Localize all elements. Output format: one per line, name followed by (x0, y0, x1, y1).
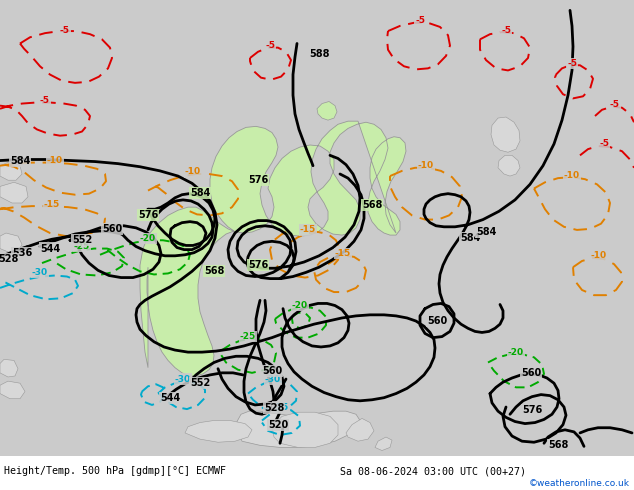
Polygon shape (272, 412, 338, 447)
Text: 560: 560 (102, 224, 122, 234)
Text: -10: -10 (418, 161, 434, 170)
Polygon shape (498, 155, 520, 176)
Text: 568: 568 (362, 200, 382, 210)
Text: 544: 544 (40, 244, 60, 253)
Text: -15: -15 (44, 199, 60, 209)
Text: Height/Temp. 500 hPa [gdmp][°C] ECMWF: Height/Temp. 500 hPa [gdmp][°C] ECMWF (4, 466, 226, 476)
Text: -5: -5 (599, 140, 609, 148)
Text: 576: 576 (522, 405, 542, 415)
Text: 560: 560 (521, 368, 541, 378)
Text: 576: 576 (248, 175, 268, 185)
Text: -20: -20 (508, 347, 524, 357)
Text: -30: -30 (175, 374, 191, 384)
Text: -10: -10 (591, 251, 607, 260)
Polygon shape (375, 437, 392, 450)
Text: 560: 560 (262, 366, 282, 376)
Text: 584: 584 (476, 227, 496, 237)
Polygon shape (140, 121, 406, 376)
Text: -30: -30 (265, 374, 281, 384)
Text: -25: -25 (240, 332, 256, 341)
Text: -5: -5 (610, 100, 620, 109)
Text: -20: -20 (292, 301, 308, 310)
Polygon shape (0, 233, 22, 253)
Text: 584: 584 (190, 188, 210, 197)
Polygon shape (491, 117, 520, 152)
Text: 536: 536 (12, 248, 32, 258)
Text: 528: 528 (0, 254, 18, 264)
Polygon shape (0, 182, 28, 203)
Text: -30: -30 (32, 268, 48, 277)
Text: 528: 528 (264, 403, 284, 413)
Text: 552: 552 (190, 378, 210, 388)
Text: -15: -15 (300, 225, 316, 234)
Text: -5: -5 (415, 16, 425, 25)
Text: -5: -5 (501, 25, 511, 34)
Text: 576: 576 (248, 260, 268, 270)
Text: 584: 584 (460, 233, 480, 243)
Polygon shape (237, 411, 360, 447)
Text: -10: -10 (47, 156, 63, 165)
Text: 576: 576 (138, 210, 158, 221)
Text: 588: 588 (310, 49, 330, 59)
Text: -10: -10 (564, 171, 580, 179)
Text: -15: -15 (335, 249, 351, 258)
Polygon shape (185, 420, 252, 442)
Polygon shape (0, 381, 25, 399)
Text: ©weatheronline.co.uk: ©weatheronline.co.uk (529, 479, 630, 488)
Text: -35: -35 (273, 402, 289, 412)
Text: -5: -5 (265, 41, 275, 50)
Text: 568: 568 (204, 267, 224, 276)
Text: 520: 520 (268, 419, 288, 430)
Text: -25: -25 (74, 242, 90, 251)
Text: 568: 568 (548, 441, 568, 450)
Text: 544: 544 (160, 392, 180, 403)
Polygon shape (0, 359, 18, 377)
Text: 584: 584 (10, 155, 30, 166)
Text: -20: -20 (140, 234, 156, 243)
Text: 552: 552 (72, 235, 92, 245)
Polygon shape (346, 418, 374, 441)
Text: 560: 560 (427, 316, 447, 326)
Text: Sa 08-06-2024 03:00 UTC (00+27): Sa 08-06-2024 03:00 UTC (00+27) (340, 466, 526, 476)
Text: -10: -10 (185, 168, 201, 176)
Text: -5: -5 (60, 25, 70, 34)
Text: -5: -5 (567, 59, 577, 68)
Polygon shape (317, 101, 337, 120)
Text: -5: -5 (40, 96, 50, 105)
Polygon shape (0, 162, 22, 180)
